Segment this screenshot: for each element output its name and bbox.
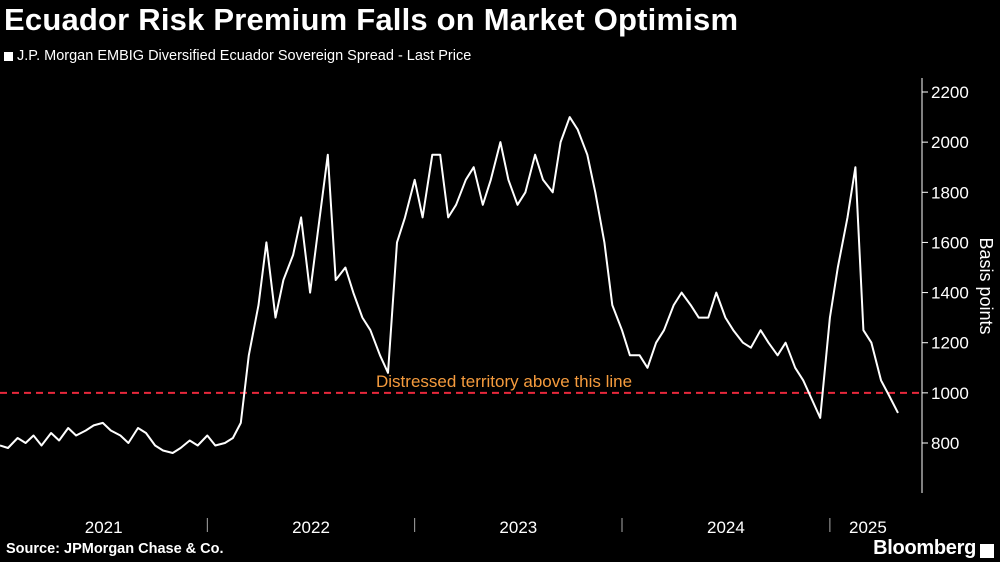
y-tick-label: 1400: [931, 284, 969, 303]
x-tick-label: 2021: [85, 518, 123, 537]
series-line-0: [0, 116, 899, 454]
source-note: Source: JPMorgan Chase & Co.: [6, 541, 224, 557]
y-tick-label: 1800: [931, 183, 969, 202]
threshold-annotation: Distressed territory above this line: [376, 372, 632, 391]
y-tick-label: 1600: [931, 233, 969, 252]
y-tick-label: 800: [931, 434, 959, 453]
x-tick-label: 2025: [849, 518, 887, 537]
x-axis: 2021 2022 2023 2024 2025: [85, 518, 887, 537]
y-tick-label: 1200: [931, 334, 969, 353]
y-tick-label: 2200: [931, 83, 969, 102]
series-layer: [0, 116, 899, 454]
legend-label: J.P. Morgan EMBIG Diversified Ecuador So…: [17, 48, 472, 64]
y-axis: 800 1000 1200 1400 1600 1800 2000 2200: [921, 78, 969, 493]
threshold-layer: Distressed territory above this line: [0, 372, 922, 394]
x-tick-label: 2023: [499, 518, 537, 537]
bloomberg-logo-mark: [980, 544, 994, 558]
x-tick-label: 2024: [707, 518, 745, 537]
y-tick-label: 1000: [931, 384, 969, 403]
chart-title: Ecuador Risk Premium Falls on Market Opt…: [4, 2, 739, 37]
legend: J.P. Morgan EMBIG Diversified Ecuador So…: [4, 48, 471, 64]
legend-swatch: [4, 51, 13, 61]
x-tick-label: 2022: [292, 518, 330, 537]
bloomberg-logo: Bloomberg: [873, 537, 976, 559]
y-axis-title: Basis points: [976, 237, 996, 334]
y-tick-label: 2000: [931, 133, 969, 152]
